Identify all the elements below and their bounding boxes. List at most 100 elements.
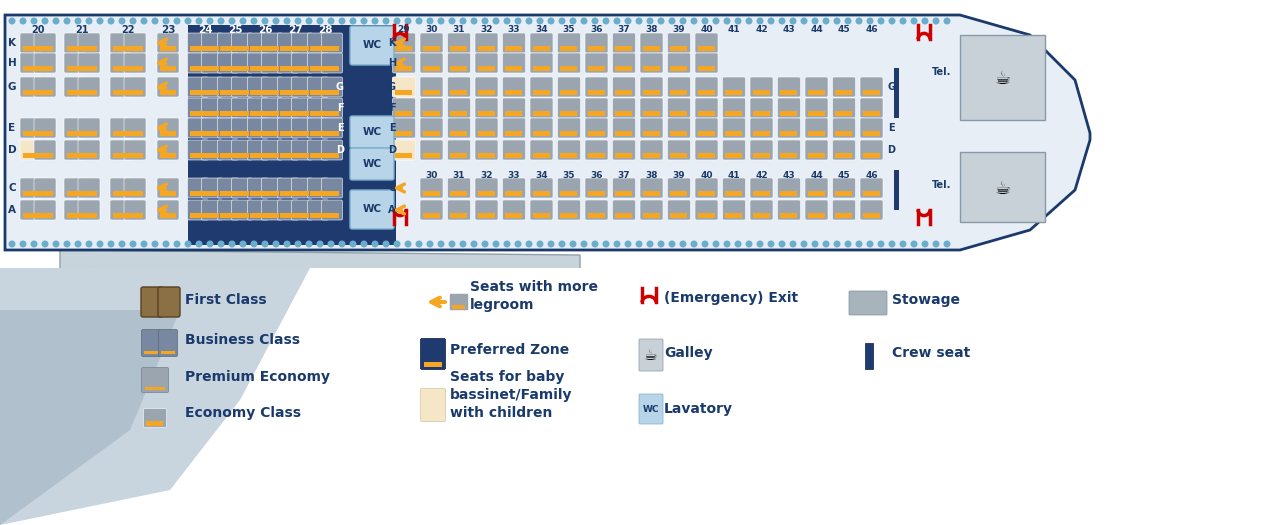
Bar	[81, 192, 97, 196]
Bar	[311, 213, 326, 218]
Text: 45: 45	[838, 26, 851, 35]
Text: 43: 43	[782, 172, 795, 181]
Bar	[191, 213, 206, 218]
Bar	[235, 111, 249, 116]
FancyBboxPatch shape	[34, 140, 56, 160]
FancyBboxPatch shape	[667, 178, 690, 198]
Bar	[560, 131, 578, 136]
Circle shape	[800, 240, 808, 247]
Bar	[81, 66, 97, 71]
Bar	[112, 192, 129, 196]
Bar	[670, 66, 688, 71]
FancyBboxPatch shape	[503, 53, 526, 73]
FancyBboxPatch shape	[557, 77, 580, 97]
FancyBboxPatch shape	[307, 200, 329, 220]
FancyBboxPatch shape	[450, 293, 469, 310]
FancyBboxPatch shape	[777, 178, 800, 198]
FancyBboxPatch shape	[640, 33, 664, 53]
Text: 32: 32	[480, 172, 493, 181]
Circle shape	[503, 240, 511, 247]
Bar	[250, 111, 265, 116]
FancyBboxPatch shape	[321, 53, 343, 73]
FancyBboxPatch shape	[805, 77, 828, 97]
Circle shape	[613, 17, 621, 25]
FancyBboxPatch shape	[201, 178, 222, 198]
FancyBboxPatch shape	[20, 118, 42, 138]
Bar	[250, 131, 265, 136]
Bar	[808, 90, 825, 95]
Bar	[264, 131, 279, 136]
Bar	[450, 111, 468, 116]
Bar	[588, 192, 605, 196]
Bar	[959, 152, 1045, 222]
Bar	[295, 213, 310, 218]
FancyBboxPatch shape	[217, 53, 239, 73]
Bar	[37, 213, 53, 218]
Bar	[753, 192, 770, 196]
Bar	[281, 131, 296, 136]
Bar	[670, 153, 688, 158]
Circle shape	[877, 17, 885, 25]
Circle shape	[383, 17, 389, 25]
Bar	[325, 90, 340, 95]
Bar	[264, 111, 279, 116]
Bar	[126, 90, 143, 95]
FancyBboxPatch shape	[613, 33, 636, 53]
FancyBboxPatch shape	[447, 53, 470, 73]
FancyBboxPatch shape	[144, 408, 167, 427]
Text: G: G	[336, 82, 344, 92]
Bar	[588, 46, 605, 51]
FancyBboxPatch shape	[110, 178, 131, 198]
Circle shape	[779, 240, 785, 247]
FancyBboxPatch shape	[585, 77, 608, 97]
FancyBboxPatch shape	[110, 118, 131, 138]
FancyBboxPatch shape	[248, 33, 268, 53]
Bar	[753, 213, 770, 218]
Circle shape	[811, 240, 819, 247]
Bar	[670, 90, 688, 95]
Circle shape	[173, 240, 181, 247]
Bar	[698, 153, 715, 158]
Text: WC: WC	[643, 404, 660, 414]
FancyBboxPatch shape	[78, 53, 100, 73]
Circle shape	[185, 240, 192, 247]
Circle shape	[339, 240, 345, 247]
Circle shape	[185, 17, 192, 25]
Bar	[281, 66, 296, 71]
Circle shape	[283, 240, 291, 247]
Circle shape	[229, 17, 235, 25]
Text: 40: 40	[700, 172, 713, 181]
Polygon shape	[59, 250, 580, 330]
FancyBboxPatch shape	[231, 53, 253, 73]
Text: 31: 31	[453, 26, 465, 35]
Text: E: E	[889, 123, 895, 133]
Circle shape	[603, 240, 609, 247]
FancyBboxPatch shape	[124, 33, 147, 53]
Bar	[616, 192, 632, 196]
Circle shape	[437, 17, 445, 25]
FancyBboxPatch shape	[217, 178, 239, 198]
Polygon shape	[0, 268, 310, 525]
Bar	[205, 46, 220, 51]
Circle shape	[360, 17, 368, 25]
Bar	[506, 153, 522, 158]
Circle shape	[746, 17, 752, 25]
FancyBboxPatch shape	[695, 140, 718, 160]
Bar	[311, 111, 326, 116]
FancyBboxPatch shape	[420, 53, 442, 73]
FancyBboxPatch shape	[262, 98, 282, 118]
Circle shape	[140, 17, 148, 25]
Bar	[533, 46, 550, 51]
Bar	[205, 153, 220, 158]
FancyBboxPatch shape	[777, 200, 800, 220]
Text: WC: WC	[363, 205, 382, 215]
Bar	[396, 153, 412, 158]
Text: 46: 46	[865, 26, 877, 35]
Bar	[698, 192, 715, 196]
Circle shape	[613, 240, 621, 247]
Bar	[478, 46, 495, 51]
Bar	[780, 90, 798, 95]
Bar	[23, 192, 39, 196]
FancyBboxPatch shape	[292, 53, 312, 73]
FancyBboxPatch shape	[447, 98, 470, 118]
